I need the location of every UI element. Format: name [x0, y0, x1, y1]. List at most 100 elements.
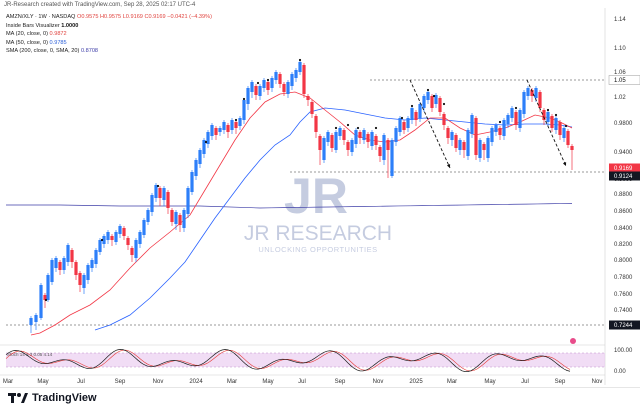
x-tick-label: 2024 [189, 379, 203, 385]
candle-body [486, 138, 490, 158]
candle-body [482, 144, 486, 150]
candle-body [322, 138, 326, 160]
y-tick-label: 0.9800 [614, 121, 633, 127]
price-badge-label: 0.9124 [614, 174, 633, 180]
candle-body [338, 128, 342, 136]
legend-ma50-row: MA (50, close, 0) 0.9785 [6, 39, 212, 48]
tradingview-brand: TradingView [32, 392, 97, 404]
trend-arrow-head [562, 162, 567, 166]
inside-bar-markers [44, 58, 576, 344]
candle-body [126, 238, 130, 245]
candle-body [118, 226, 122, 234]
jr-watermark: JR JR RESEARCH UNLOCKING OPPORTUNITIES [244, 168, 392, 254]
candle-body [82, 275, 86, 288]
candle-body [534, 88, 538, 98]
chart-header: JR-Research created with TradingView.com… [4, 2, 196, 8]
candle-body [494, 125, 498, 132]
candle-body [330, 135, 334, 148]
candle-body [202, 140, 206, 154]
inside-bar-dot [334, 126, 338, 130]
candle-body [310, 102, 314, 114]
candle-body [458, 140, 462, 150]
x-tick-label: Nov [373, 379, 384, 385]
candle-body [182, 210, 186, 228]
candle-body [470, 115, 474, 134]
candle-body [302, 65, 306, 94]
candle-body [366, 134, 370, 142]
candle-body [198, 150, 202, 164]
candle-body [29, 318, 33, 325]
candle-body [414, 112, 418, 120]
candle-body [346, 142, 350, 150]
inside-bar-dot [100, 238, 104, 242]
y-tick-label: 0.8000 [614, 258, 633, 264]
candle-body [150, 195, 154, 212]
candle-body [550, 116, 554, 128]
stoch-band [6, 353, 605, 367]
inside-bar-dot [298, 58, 302, 62]
candle-body [566, 131, 570, 145]
candle-body [162, 188, 166, 200]
dashed-levels [6, 79, 605, 326]
candle-body [86, 265, 90, 280]
price-badge-label: 1.05 [614, 78, 626, 84]
x-tick-label: Jul [298, 379, 306, 385]
price-badge-label: 0.7244 [614, 323, 633, 329]
x-tick-label: Sep [555, 379, 566, 385]
x-tick-label: Mar [447, 379, 457, 385]
tradingview-logo[interactable]: TradingView [8, 392, 97, 404]
x-tick-label: 2025 [409, 379, 423, 385]
candle-body [434, 95, 438, 104]
time-axis[interactable]: Mar May Jul Sep Nov 2024 Mar May Jul Sep Nov 2025 Ma… [0, 374, 605, 385]
legend-sma200-row: SMA (200, close, 0, SMA, 20) 0.8708 [6, 47, 212, 56]
candle-body [174, 212, 178, 224]
y-tick-label: 0.8400 [614, 226, 633, 232]
candle-body [166, 192, 170, 208]
x-tick-label: Mar [3, 379, 13, 385]
candle-body [446, 128, 450, 138]
candle-body [334, 132, 338, 150]
stoch-k-line [5, 348, 571, 372]
candle-body [102, 236, 106, 244]
candle-body [238, 118, 242, 126]
y-tick-label: 0.8600 [614, 209, 633, 215]
candle-body [462, 142, 466, 150]
candle-body [50, 260, 54, 282]
footer-bar [0, 387, 640, 414]
candle-body [402, 122, 406, 130]
candle-body [122, 228, 126, 236]
x-tick-label: Jul [77, 379, 85, 385]
inside-bar-dot [426, 88, 430, 92]
inside-bar-dot [400, 116, 404, 120]
x-tick-label: Nov [592, 379, 603, 385]
candle-body [418, 104, 422, 118]
legend-symbol-row: AMZN/XLY · 1W · NASDAQ O0.9575 H0.9575 L… [6, 13, 212, 22]
x-tick-label: Nov [153, 379, 164, 385]
candle-body [398, 118, 402, 132]
inside-bar-dot [242, 97, 246, 101]
candle-body [442, 114, 446, 125]
candle-body [230, 120, 234, 130]
price-badge-box [609, 171, 640, 181]
x-tick-label: Sep [115, 379, 126, 385]
candle-body [422, 96, 426, 108]
candle-body [466, 130, 470, 156]
candle-body [326, 132, 330, 142]
inside-bar-dot [554, 113, 558, 117]
y-tick-label: 0.7600 [614, 292, 633, 298]
candle-body [362, 130, 366, 140]
sma200-path [259, 203, 573, 209]
candle-body [106, 232, 110, 240]
x-tick-label: May [484, 379, 495, 385]
candle-body [146, 210, 150, 222]
candle-body [538, 92, 542, 108]
candle-body [290, 74, 294, 86]
y-tick-label: 1.10 [614, 46, 626, 52]
candle-body [62, 258, 66, 270]
candle-body [274, 72, 278, 80]
candle-body [390, 140, 394, 176]
inside-bar-dot [256, 81, 260, 85]
candle-body [506, 115, 510, 124]
